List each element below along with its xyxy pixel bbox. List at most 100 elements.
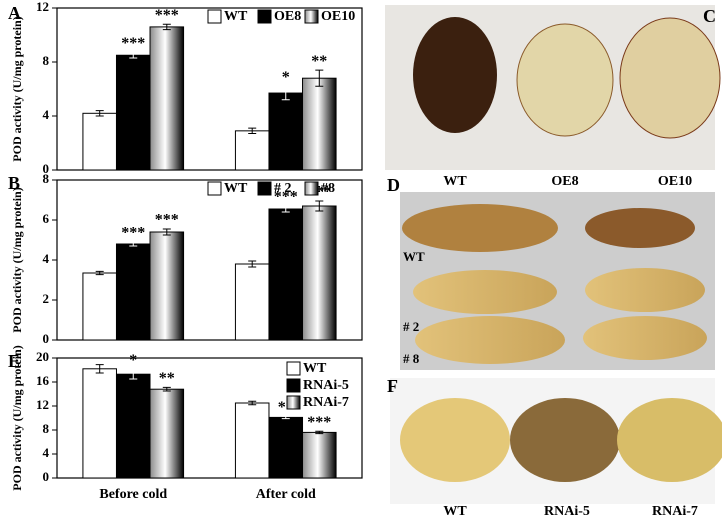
y-tick-label: 4 bbox=[43, 107, 50, 122]
plot-frame bbox=[56, 357, 363, 479]
leaf bbox=[415, 316, 565, 364]
panel-label: B bbox=[8, 173, 20, 193]
bar bbox=[268, 416, 304, 479]
caption: RNAi-5 bbox=[544, 504, 590, 519]
y-tick-label: 8 bbox=[43, 421, 50, 436]
significance: *** bbox=[307, 414, 331, 431]
error-bar bbox=[162, 228, 171, 236]
panel-label: F bbox=[387, 376, 398, 396]
leaf bbox=[413, 270, 557, 314]
legend-swatch bbox=[286, 395, 301, 410]
bar bbox=[82, 272, 117, 341]
x-tick-label: Before cold bbox=[99, 487, 167, 502]
y-tick-label: 6 bbox=[43, 211, 50, 226]
bar bbox=[268, 208, 304, 341]
bar bbox=[234, 263, 270, 341]
panel-label: E bbox=[8, 351, 20, 371]
legend-swatch bbox=[286, 378, 301, 393]
significance: * bbox=[129, 352, 137, 369]
error-bar bbox=[95, 364, 104, 374]
error-bar bbox=[315, 69, 324, 87]
legend-label: RNAi-5 bbox=[303, 378, 349, 393]
y-tick-label: 8 bbox=[43, 171, 50, 186]
error-bar bbox=[248, 127, 257, 135]
significance: *** bbox=[121, 35, 145, 52]
legend-swatch bbox=[257, 9, 272, 24]
bar bbox=[234, 402, 270, 479]
bar bbox=[302, 205, 337, 341]
leaf bbox=[400, 398, 510, 482]
legend-label: OE10 bbox=[321, 9, 355, 24]
error-bar bbox=[95, 270, 104, 276]
significance: ** bbox=[159, 370, 175, 387]
error-bar bbox=[129, 368, 138, 380]
error-bar bbox=[129, 52, 138, 59]
caption: WT bbox=[443, 504, 467, 519]
legend-label: #8 bbox=[321, 181, 335, 196]
significance: *** bbox=[155, 212, 179, 229]
leaf bbox=[617, 398, 722, 482]
leaf bbox=[516, 23, 614, 137]
caption: OE8 bbox=[551, 174, 578, 189]
y-tick-label: 2 bbox=[43, 291, 50, 306]
error-bar bbox=[129, 241, 138, 247]
error-bar bbox=[281, 415, 290, 420]
panel-label: A bbox=[8, 3, 21, 23]
legend-swatch bbox=[207, 181, 222, 196]
x-tick-label: After cold bbox=[256, 487, 316, 502]
plot-frame bbox=[56, 179, 363, 341]
y-tick-label: 4 bbox=[43, 445, 50, 460]
significance: *** bbox=[274, 189, 298, 206]
y-tick-label: 0 bbox=[43, 469, 50, 484]
error-bar bbox=[162, 23, 171, 31]
error-bar bbox=[315, 430, 324, 435]
bar bbox=[268, 92, 304, 171]
bar bbox=[149, 388, 185, 479]
error-bar bbox=[162, 386, 171, 392]
y-tick-label: 16 bbox=[36, 373, 50, 388]
caption: WT bbox=[443, 174, 467, 189]
significance: ** bbox=[311, 53, 327, 70]
error-bar bbox=[248, 400, 257, 406]
leaf bbox=[510, 398, 620, 482]
legend-label: OE8 bbox=[274, 9, 301, 24]
legend-label: RNAi-7 bbox=[303, 395, 349, 410]
error-bar bbox=[315, 200, 324, 212]
legend-swatch bbox=[304, 181, 319, 196]
bar bbox=[234, 130, 270, 171]
significance: *** bbox=[121, 225, 145, 242]
legend-label: # 2 bbox=[274, 181, 292, 196]
caption: # 8 bbox=[403, 351, 420, 366]
y-axis-label: POD activity (U/mg protein) bbox=[10, 16, 24, 161]
y-axis-label: POD activity (U/mg protein) bbox=[10, 187, 24, 332]
caption: OE10 bbox=[658, 174, 692, 189]
panel-label: C bbox=[703, 6, 716, 26]
bar bbox=[82, 112, 117, 171]
error-bar bbox=[281, 205, 290, 213]
bar bbox=[149, 26, 185, 171]
error-bar bbox=[281, 85, 290, 101]
bar bbox=[115, 373, 151, 479]
leaf bbox=[402, 204, 558, 252]
bar bbox=[115, 54, 151, 171]
leaf bbox=[585, 208, 695, 248]
bar bbox=[115, 243, 151, 341]
y-tick-label: 12 bbox=[36, 397, 49, 412]
legend-label: WT bbox=[224, 181, 248, 196]
caption: WT bbox=[403, 249, 425, 264]
significance: * bbox=[282, 69, 290, 86]
leaf bbox=[585, 268, 705, 312]
y-tick-label: 20 bbox=[36, 349, 49, 364]
legend-swatch bbox=[304, 9, 319, 24]
bar bbox=[149, 231, 185, 341]
caption: RNAi-7 bbox=[652, 504, 698, 519]
bar bbox=[302, 431, 337, 479]
y-tick-label: 0 bbox=[43, 161, 50, 176]
y-tick-label: 0 bbox=[43, 331, 50, 346]
y-tick-label: 12 bbox=[36, 0, 49, 14]
leaf bbox=[583, 316, 707, 360]
caption: # 2 bbox=[403, 319, 419, 334]
significance: *** bbox=[155, 7, 179, 24]
leaf bbox=[619, 17, 721, 139]
